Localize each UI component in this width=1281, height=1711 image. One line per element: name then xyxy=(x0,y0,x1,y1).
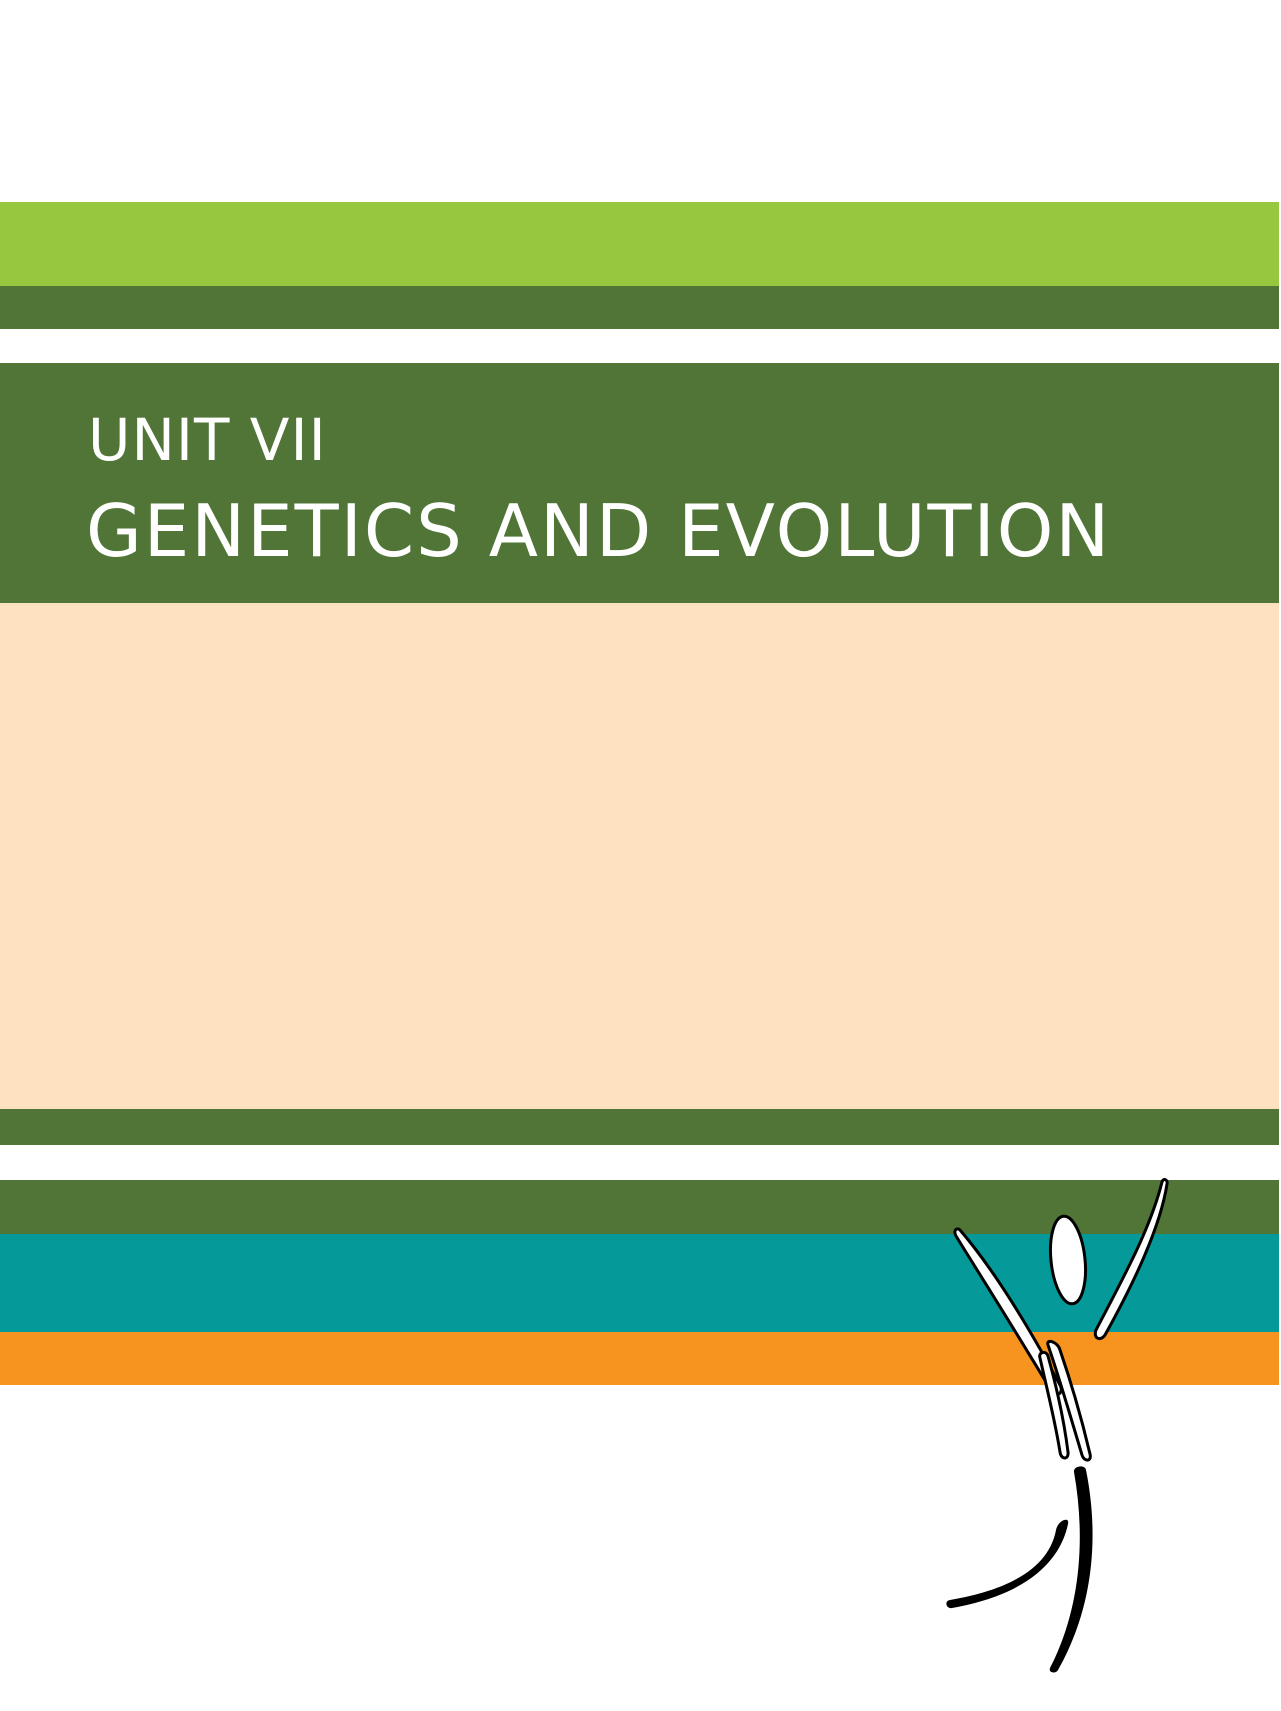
figure-torso xyxy=(1046,1339,1092,1462)
dark-green-band-middle xyxy=(0,1109,1279,1145)
unit-title: GENETICS AND EVOLUTION xyxy=(86,489,1112,573)
figure-right-arm xyxy=(1093,1178,1169,1341)
figure-head xyxy=(1048,1214,1088,1306)
dark-green-band-top xyxy=(0,286,1279,329)
figure-front-leg xyxy=(946,1519,1069,1609)
figure-back-leg xyxy=(1049,1466,1093,1673)
figure-torso-left xyxy=(1038,1350,1070,1460)
unit-label: UNIT VII xyxy=(88,406,327,474)
dancing-figure-icon xyxy=(946,1178,1169,1673)
title-panel xyxy=(0,363,1279,603)
lime-band xyxy=(0,202,1279,286)
content-panel xyxy=(0,603,1279,1109)
